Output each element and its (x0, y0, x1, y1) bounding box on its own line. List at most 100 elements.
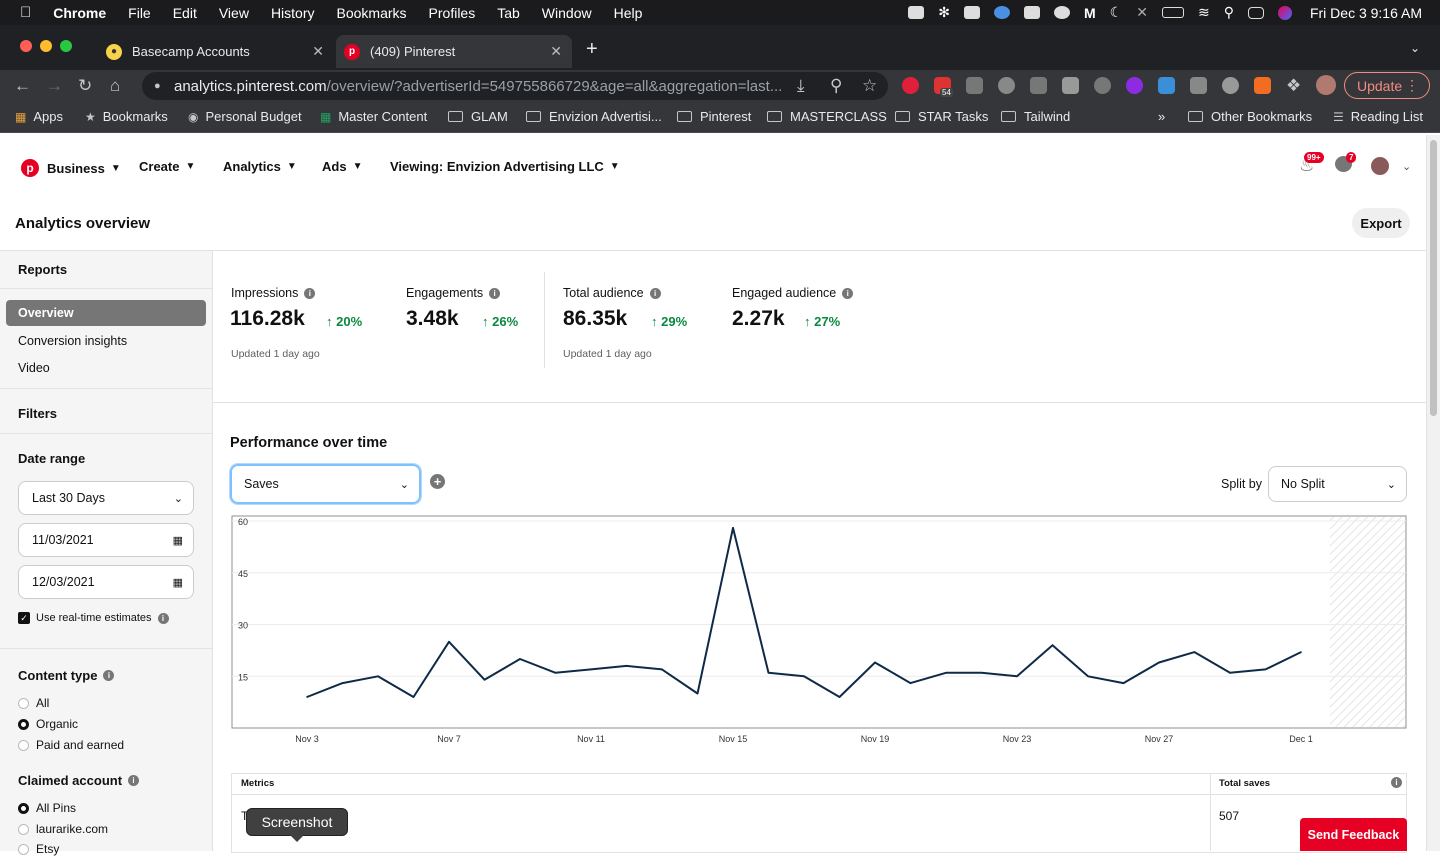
scrollbar-thumb[interactable] (1430, 140, 1437, 416)
forward-icon[interactable]: → (46, 76, 63, 95)
end-date-input[interactable]: 12/03/2021 ▦ (18, 565, 194, 599)
info-icon[interactable]: i (304, 287, 316, 299)
bookmark-star-icon[interactable]: ☆ (862, 76, 878, 95)
back-icon[interactable]: ← (14, 76, 31, 95)
realtime-estimates-checkbox[interactable]: ✓ (18, 612, 30, 624)
add-metric-icon[interactable]: + (430, 474, 445, 489)
menu-clock[interactable]: Fri Dec 3 9:16 AM (1309, 4, 1422, 21)
home-icon[interactable]: ⌂ (110, 76, 121, 95)
window-minimize-button[interactable] (40, 40, 52, 52)
battery-icon[interactable] (1161, 7, 1184, 18)
radio-content-organic[interactable]: Organic (18, 717, 78, 731)
info-icon[interactable]: i (157, 612, 169, 624)
radio-content-paid-earned[interactable]: Paid and earned (18, 738, 124, 752)
info-icon[interactable]: i (128, 775, 140, 786)
menu-view[interactable]: View (207, 4, 249, 21)
extension-arrow-icon[interactable] (1094, 77, 1111, 94)
radio-content-all[interactable]: All (18, 696, 49, 710)
radio-claimed-etsy[interactable]: Etsy (18, 842, 59, 856)
extension-wave-icon[interactable] (1158, 77, 1175, 94)
status-gear-icon[interactable]: ✻ (938, 4, 950, 20)
start-date-input[interactable]: 11/03/2021 ▦ (18, 523, 194, 557)
info-icon[interactable]: i (842, 287, 854, 299)
account-chevron-down-icon[interactable]: ⌄ (1402, 161, 1412, 173)
info-icon[interactable]: i (649, 287, 661, 299)
radio-claimed-all-pins[interactable]: All Pins (18, 801, 76, 815)
bookmark-folder-pinterest[interactable]: Pinterest (677, 109, 751, 124)
control-center-icon[interactable] (1247, 6, 1264, 19)
bookmark-folder-masterclass[interactable]: MASTERCLASS (767, 109, 887, 124)
calendar-icon[interactable]: ▦ (172, 576, 183, 589)
new-tab-icon[interactable]: + (586, 38, 598, 60)
tab-basecamp[interactable]: ● Basecamp Accounts ✕ (98, 35, 334, 68)
nav-ads[interactable]: Ads ▼ (322, 159, 362, 174)
bookmark-apps[interactable]: ▦ Apps (15, 109, 63, 124)
window-zoom-button[interactable] (60, 40, 72, 52)
info-icon[interactable]: i (103, 670, 115, 681)
extension-chart-icon[interactable] (1254, 77, 1271, 94)
status-m-icon[interactable]: M (1083, 4, 1096, 21)
extension-hubspot-icon[interactable] (966, 77, 983, 94)
mute-icon[interactable]: ✕ (1136, 4, 1148, 20)
window-close-button[interactable] (20, 40, 32, 52)
bookmark-folder-star-tasks[interactable]: STAR Tasks (895, 109, 988, 124)
radio-claimed-laurarike[interactable]: laurarike.com (18, 822, 108, 836)
bookmark-personal-budget[interactable]: ◉ Personal Budget (188, 109, 302, 124)
install-icon[interactable]: ⤓ (797, 76, 805, 95)
spotlight-search-icon[interactable]: ⚲ (1223, 4, 1234, 20)
status-app-icon[interactable] (908, 6, 925, 19)
nav-analytics[interactable]: Analytics ▼ (223, 159, 297, 174)
status-drive-icon[interactable] (963, 6, 980, 19)
nav-create[interactable]: Create ▼ (139, 159, 195, 174)
menu-help[interactable]: Help (602, 4, 643, 21)
info-icon[interactable]: i (1391, 777, 1402, 788)
sidebar-item-conversion-insights[interactable]: Conversion insights (18, 334, 128, 348)
extension-w-icon[interactable] (1126, 77, 1143, 94)
menu-history[interactable]: History (259, 4, 315, 21)
sidebar-item-video[interactable]: Video (18, 361, 50, 375)
nav-viewing-account[interactable]: Viewing: Envizion Advertising LLC ▼ (390, 159, 620, 174)
bookmark-folder-glam[interactable]: GLAM (448, 109, 508, 124)
status-cloud-icon[interactable] (1053, 6, 1070, 19)
menu-file[interactable]: File (116, 4, 151, 21)
user-avatar[interactable] (1371, 157, 1389, 175)
update-button[interactable]: Update ⋮ (1344, 72, 1430, 99)
sidebar-item-overview[interactable]: Overview (6, 300, 206, 326)
menu-tab[interactable]: Tab (485, 4, 520, 21)
extension-box-icon[interactable] (1190, 77, 1207, 94)
close-tab-icon[interactable]: ✕ (550, 43, 562, 59)
calendar-icon[interactable]: ▦ (172, 534, 183, 547)
extension-code-icon[interactable] (1030, 77, 1047, 94)
bookmark-other-bookmarks[interactable]: Other Bookmarks (1188, 109, 1312, 124)
bookmark-bookmarks[interactable]: ★ Bookmarks (85, 109, 168, 124)
info-icon[interactable]: i (489, 287, 501, 299)
extension-printer-icon[interactable] (1062, 77, 1079, 94)
send-feedback-button[interactable]: Send Feedback (1300, 818, 1407, 851)
address-bar[interactable]: ● analytics.pinterest.com/overview/?adve… (142, 72, 888, 100)
menu-app-name[interactable]: Chrome (42, 4, 106, 21)
zoom-icon[interactable]: ⚲ (830, 76, 843, 95)
tab-search-chevron-icon[interactable]: ⌄ (1410, 41, 1421, 55)
extension-red-icon[interactable] (902, 77, 919, 94)
status-chat-icon[interactable] (993, 6, 1010, 19)
extension-globe-icon[interactable] (998, 77, 1015, 94)
profile-avatar[interactable] (1316, 75, 1336, 95)
bookmark-folder-envizion[interactable]: Envizion Advertisi... (526, 109, 662, 124)
siri-icon[interactable] (1277, 5, 1292, 20)
wifi-icon[interactable]: ≋ (1197, 4, 1210, 20)
tab-pinterest[interactable]: p (409) Pinterest ✕ (336, 35, 572, 68)
extension-power-icon[interactable] (1222, 77, 1239, 94)
extensions-puzzle-icon[interactable]: ❖ (1286, 76, 1302, 95)
export-button[interactable]: Export (1352, 208, 1410, 238)
close-tab-icon[interactable]: ✕ (312, 43, 324, 59)
moon-icon[interactable]: ☾ (1109, 4, 1123, 20)
menu-bookmarks[interactable]: Bookmarks (325, 4, 407, 21)
bookmarks-overflow[interactable]: » (1158, 109, 1165, 124)
reload-icon[interactable]: ↻ (78, 76, 93, 95)
menu-window[interactable]: Window (530, 4, 592, 21)
status-dots-icon[interactable] (1023, 6, 1040, 19)
split-by-select[interactable]: No Split ⌄ (1268, 466, 1407, 502)
metric-select[interactable]: Saves ⌄ (230, 464, 421, 504)
menu-edit[interactable]: Edit (161, 4, 197, 21)
apple-icon[interactable]:  (20, 4, 31, 21)
